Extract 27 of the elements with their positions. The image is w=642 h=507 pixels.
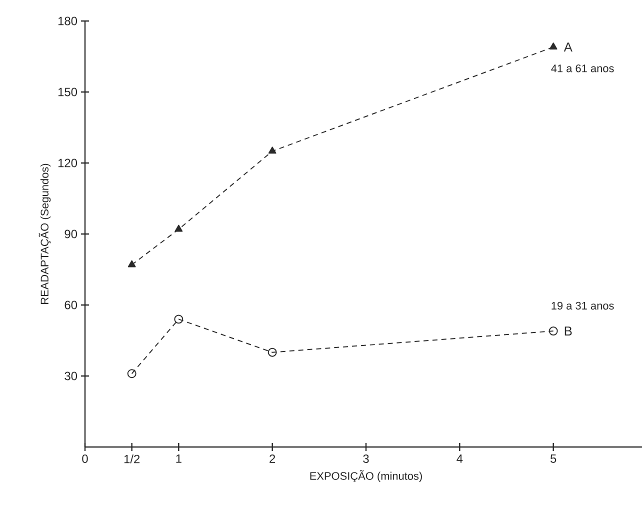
x-tick-label: 4 — [456, 454, 463, 463]
y-tick-label: 180 — [58, 16, 78, 26]
point — [268, 348, 277, 357]
series-label: A — [564, 42, 572, 52]
annotation: 41 a 61 anos — [551, 64, 614, 72]
annotation: 19 a 31 anos — [552, 302, 614, 310]
x-tick-label: 3 — [363, 454, 369, 463]
y-tick-label: 120 — [58, 158, 78, 168]
y-tick-label: 60 — [64, 300, 78, 310]
point — [174, 314, 184, 324]
y-tick-label: 150 — [58, 88, 78, 96]
y-tick-label: 30 — [64, 372, 78, 380]
series-label: B — [564, 326, 572, 336]
point — [268, 146, 276, 154]
x-tick-label: 1 — [176, 454, 182, 463]
x-tick-label: 1/2 — [124, 454, 140, 464]
y-axis-title: READAPTAÇÃO (Segundos) — [38, 164, 51, 304]
point — [128, 260, 136, 268]
x-tick-label: 5 — [550, 454, 556, 463]
y-tick-label: 90 — [64, 230, 78, 238]
x-tick-label: 0 — [82, 454, 88, 463]
x-tick-label: 2 — [270, 454, 276, 463]
point — [127, 369, 136, 378]
point — [549, 42, 558, 50]
point — [174, 224, 183, 232]
x-axis-title: EXPOSIÇÃO (minutos) — [310, 470, 422, 482]
point — [548, 326, 558, 336]
